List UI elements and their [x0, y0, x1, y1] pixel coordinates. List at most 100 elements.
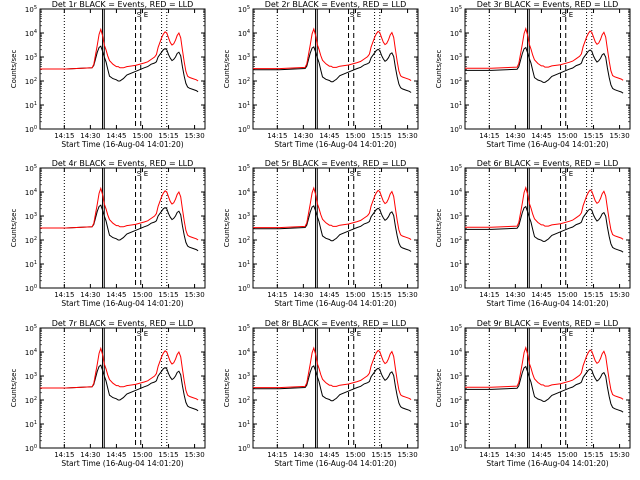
y-tick-label: 102	[450, 396, 462, 405]
y-tick-label: 105	[450, 324, 462, 333]
panel-title: Det 3r BLACK = Events, RED = LLD	[477, 0, 619, 9]
series-lld-line	[253, 186, 412, 241]
panel-title: Det 7r BLACK = Events, RED = LLD	[52, 319, 194, 328]
x-tick-label: 15:15	[583, 291, 603, 299]
x-tick-label: 15:30	[609, 132, 629, 140]
x-tick-label: 14:30	[505, 291, 525, 299]
series-events-line	[40, 364, 199, 412]
x-tick-label: 15:15	[158, 132, 178, 140]
series-lld-line	[40, 346, 199, 401]
x-axis-title: Start Time (16-Aug-04 14:01:20)	[274, 140, 396, 149]
x-tick-label: 15:00	[132, 451, 152, 459]
x-tick-label: 14:45	[106, 132, 126, 140]
x-tick-label: 14:15	[479, 132, 499, 140]
y-tick-label: 102	[450, 236, 462, 245]
marker-letter-s: S	[350, 11, 355, 19]
panel-title: Det 6r BLACK = Events, RED = LLD	[477, 159, 619, 168]
y-tick-label: 104	[238, 188, 250, 197]
x-tick-label: 14:30	[293, 291, 313, 299]
y-axis-label: Counts/sec	[435, 50, 443, 89]
marker-letter-e: E	[144, 170, 148, 178]
marker-letter-e: E	[569, 330, 573, 338]
x-tick-label: 14:15	[54, 451, 74, 459]
marker-letter-s: S	[562, 170, 567, 178]
x-axis-title: Start Time (16-Aug-04 14:01:20)	[61, 140, 183, 149]
marker-letter-s: S	[137, 170, 142, 178]
chart-panel-1: Det 1r BLACK = Events, RED = LLD Counts/s…	[10, 0, 206, 149]
y-axis-label: Counts/sec	[223, 209, 231, 248]
series-events-line	[465, 205, 624, 253]
x-axis-title: Start Time (16-Aug-04 14:01:20)	[274, 459, 396, 468]
chart-panel-4: Det 4r BLACK = Events, RED = LLD Counts/s…	[10, 159, 206, 308]
y-tick-label: 104	[25, 29, 37, 38]
x-tick-label: 15:15	[371, 291, 391, 299]
panel-title: Det 4r BLACK = Events, RED = LLD	[52, 159, 194, 168]
y-tick-label: 103	[450, 372, 462, 381]
marker-letter-e: E	[144, 330, 148, 338]
series-lld-line	[465, 186, 624, 240]
y-tick-label: 100	[238, 284, 250, 293]
series-lld-line	[40, 186, 199, 241]
x-tick-label: 14:15	[267, 291, 287, 299]
chart-panel-2: Det 2r BLACK = Events, RED = LLD Counts/s…	[223, 0, 419, 149]
x-tick-label: 14:15	[479, 451, 499, 459]
series-events-line	[253, 205, 412, 252]
chart-panel-5: Det 5r BLACK = Events, RED = LLD Counts/s…	[223, 159, 419, 308]
x-tick-label: 15:00	[557, 132, 577, 140]
y-tick-label: 105	[238, 324, 250, 333]
y-tick-label: 104	[450, 29, 462, 38]
x-axis-title: Start Time (16-Aug-04 14:01:20)	[274, 299, 396, 308]
y-tick-label: 101	[238, 101, 250, 110]
chart-panel-7: Det 7r BLACK = Events, RED = LLD Counts/s…	[10, 319, 206, 468]
y-axis-label: Counts/sec	[223, 369, 231, 408]
marker-letter-e: E	[357, 170, 361, 178]
x-tick-label: 14:30	[293, 451, 313, 459]
y-tick-label: 101	[450, 101, 462, 110]
y-axis-label: Counts/sec	[435, 369, 443, 408]
plot-frame	[464, 167, 631, 289]
y-tick-label: 100	[238, 444, 250, 453]
x-tick-label: 14:45	[319, 451, 339, 459]
y-tick-label: 104	[25, 188, 37, 197]
x-tick-label: 15:00	[345, 132, 365, 140]
x-tick-label: 14:45	[531, 132, 551, 140]
y-tick-label: 105	[25, 324, 37, 333]
x-tick-label: 15:30	[184, 132, 204, 140]
x-axis-title: Start Time (16-Aug-04 14:01:20)	[486, 459, 608, 468]
y-axis-label: Counts/sec	[10, 369, 18, 408]
y-tick-label: 103	[238, 212, 250, 221]
y-tick-label: 101	[25, 101, 37, 110]
x-tick-label: 15:15	[371, 451, 391, 459]
x-tick-label: 15:30	[609, 451, 629, 459]
chart-panel-6: Det 6r BLACK = Events, RED = LLD Counts/s…	[435, 159, 631, 308]
y-tick-label: 101	[25, 420, 37, 429]
plot-frame	[464, 327, 631, 449]
x-tick-label: 15:00	[132, 132, 152, 140]
x-tick-label: 14:30	[505, 132, 525, 140]
x-axis-title: Start Time (16-Aug-04 14:01:20)	[61, 459, 183, 468]
series-lld-line	[253, 27, 412, 82]
y-axis-label: Counts/sec	[223, 50, 231, 89]
x-tick-label: 15:00	[345, 451, 365, 459]
x-tick-label: 15:15	[583, 132, 603, 140]
plot-frame	[464, 8, 631, 130]
y-tick-label: 103	[450, 212, 462, 221]
series-lld-line	[465, 346, 624, 400]
y-tick-label: 105	[25, 5, 37, 14]
marker-letter-s: S	[350, 330, 355, 338]
y-tick-label: 104	[25, 348, 37, 357]
y-tick-label: 104	[238, 348, 250, 357]
marker-letter-e: E	[357, 11, 361, 19]
y-tick-label: 102	[25, 77, 37, 86]
x-tick-label: 14:15	[267, 132, 287, 140]
y-tick-label: 100	[450, 444, 462, 453]
marker-letter-s: S	[350, 170, 355, 178]
chart-panel-3: Det 3r BLACK = Events, RED = LLD Counts/s…	[435, 0, 631, 149]
series-events-line	[40, 204, 199, 252]
y-tick-label: 100	[25, 444, 37, 453]
x-tick-label: 15:30	[397, 291, 417, 299]
y-tick-label: 103	[238, 372, 250, 381]
y-tick-label: 103	[238, 53, 250, 62]
x-tick-label: 14:45	[531, 451, 551, 459]
x-tick-label: 15:15	[158, 291, 178, 299]
